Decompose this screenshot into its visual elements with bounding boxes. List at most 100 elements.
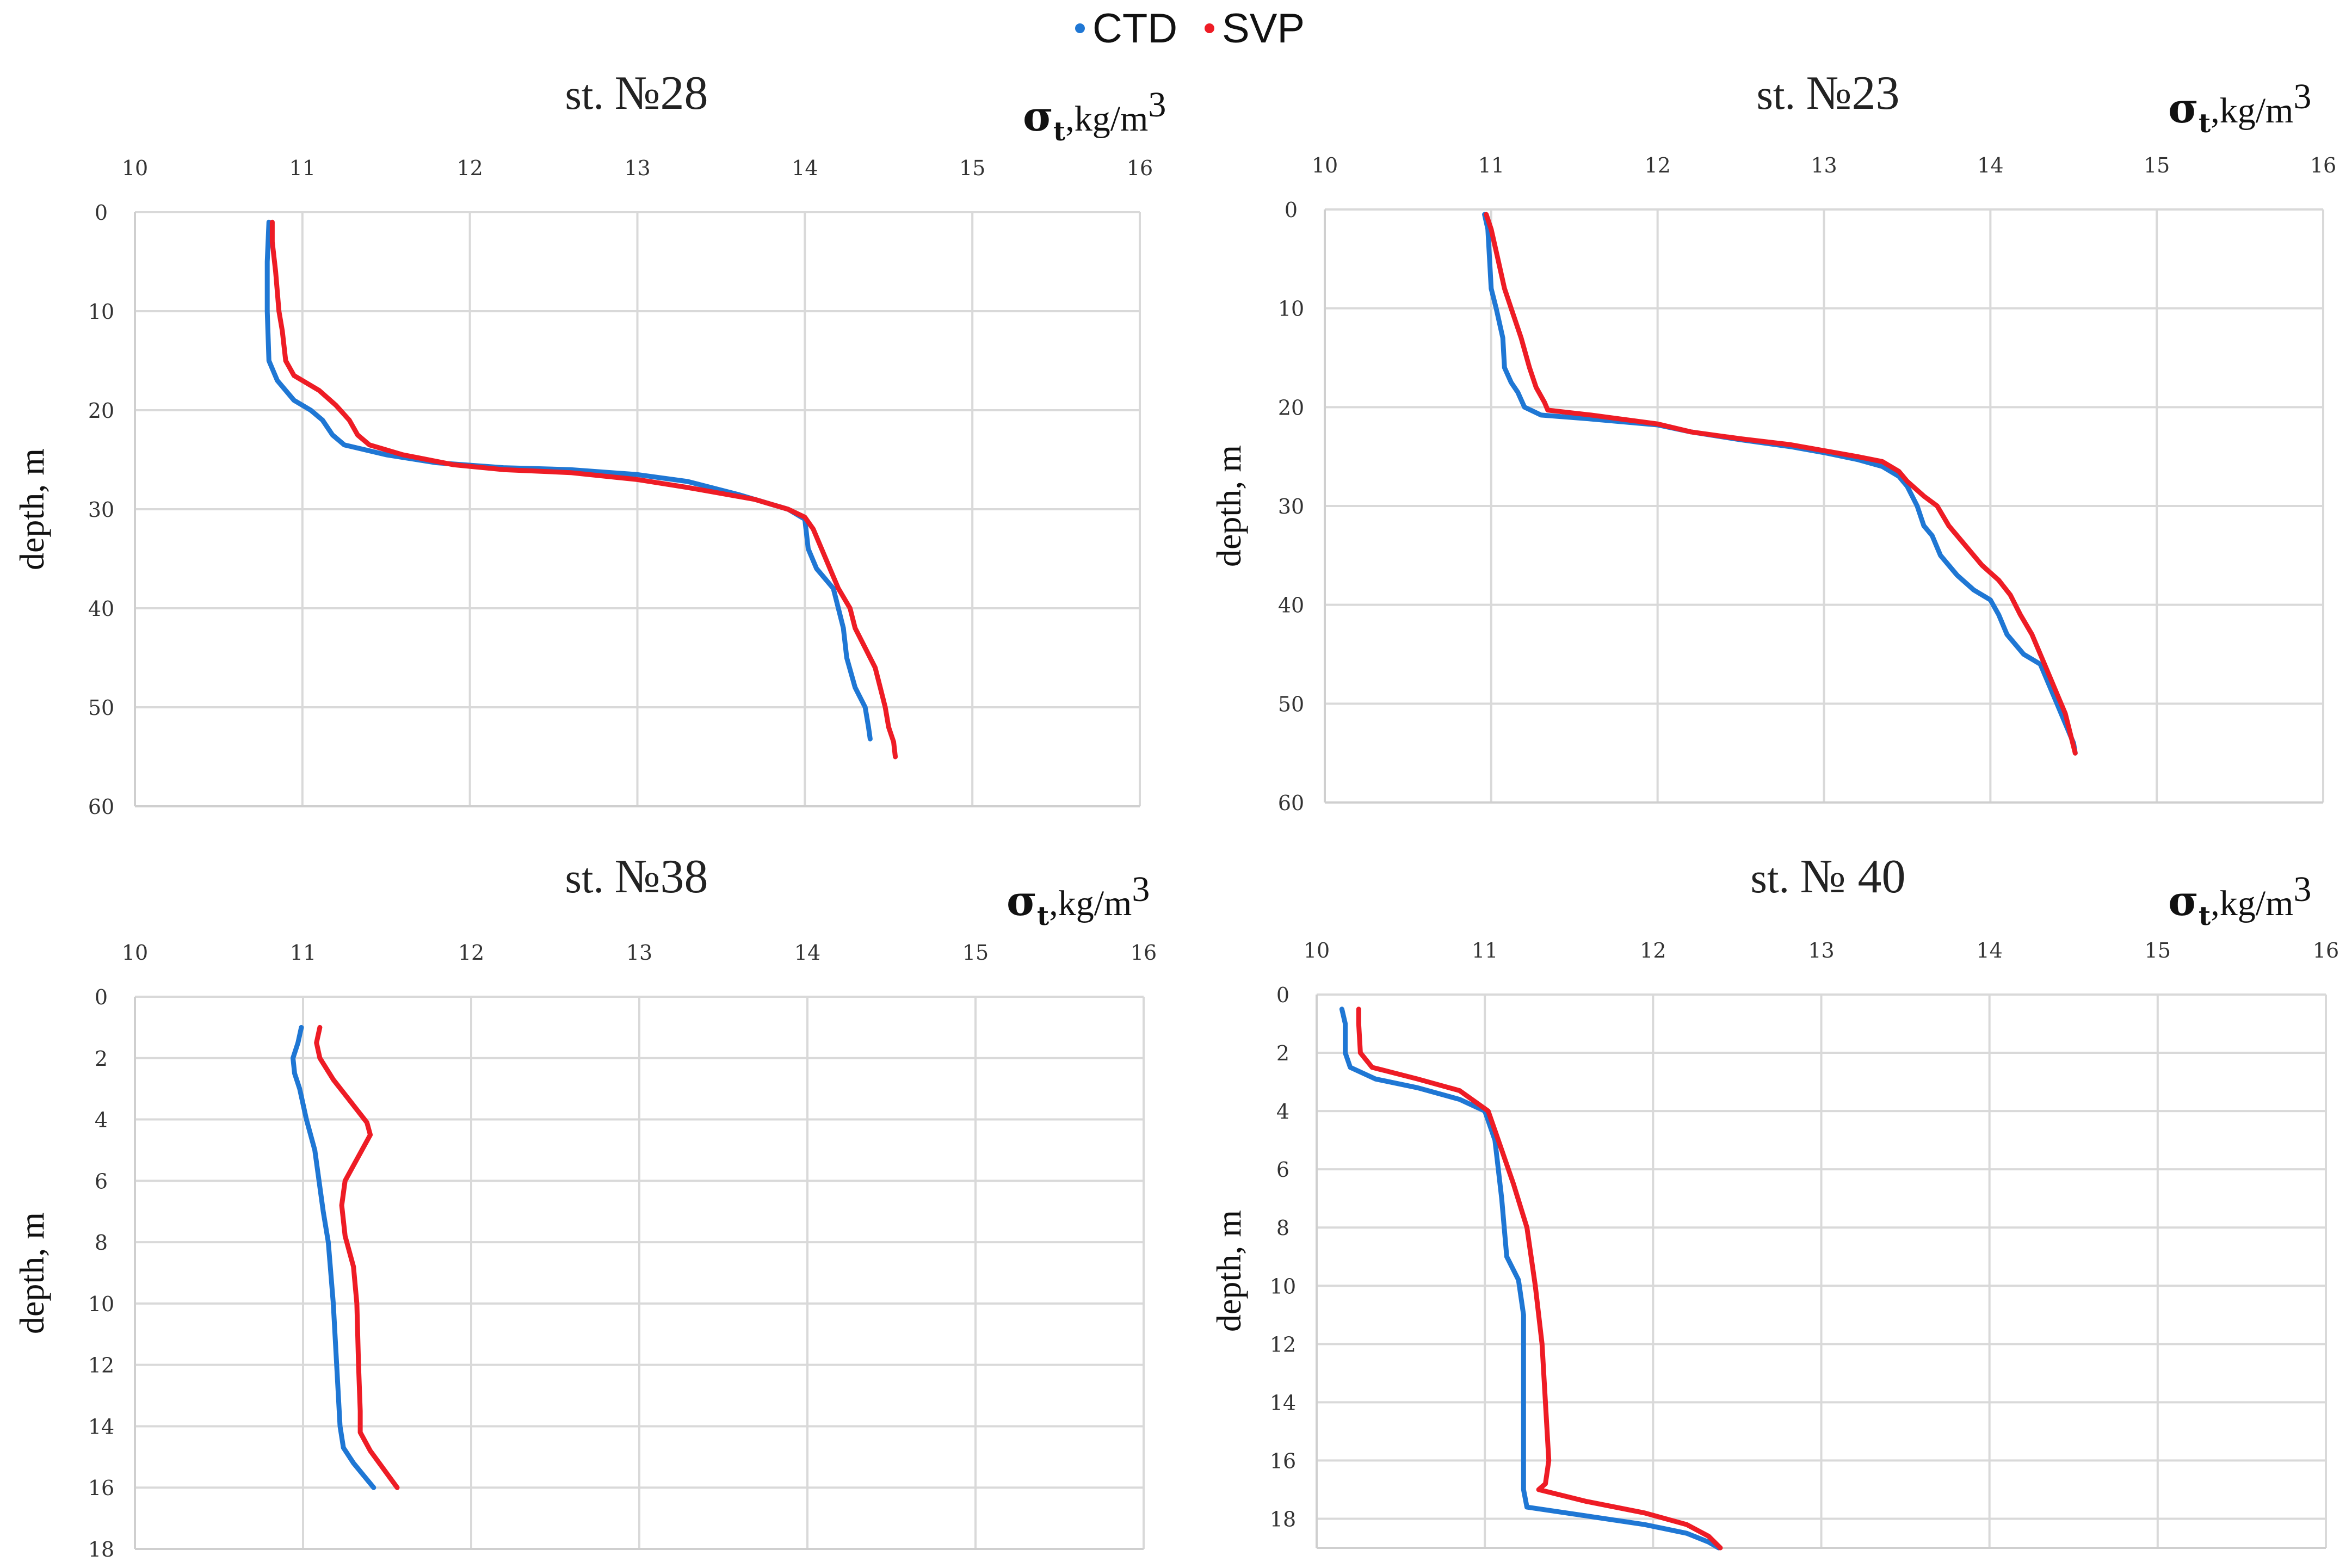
y-tick-label: 0 (95, 201, 108, 225)
legend-label-svp: SVP (1222, 5, 1305, 52)
x-tick-label: 16 (1127, 156, 1153, 180)
x-tick-label: 15 (2144, 153, 2170, 177)
x-tick-label: 11 (290, 941, 316, 965)
x-axis-label: σt,kg/m3 (1007, 869, 1150, 931)
y-tick-label: 12 (1270, 1332, 1296, 1356)
legend-marker-ctd (1075, 23, 1085, 33)
panel-title: st. №23 (1757, 67, 1900, 120)
y-tick-label: 14 (88, 1415, 114, 1439)
panel-title: st. №28 (565, 67, 708, 120)
x-tick-label: 13 (626, 941, 652, 965)
y-tick-label: 8 (1276, 1216, 1289, 1240)
y-tick-label: 18 (88, 1538, 114, 1561)
series-line-ctd (1482, 212, 2078, 756)
y-tick-label: 10 (1270, 1274, 1296, 1298)
y-tick-label: 12 (88, 1354, 114, 1378)
x-tick-label: 13 (1811, 153, 1837, 177)
y-tick-label: 10 (1278, 297, 1304, 321)
x-tick-label: 15 (962, 941, 989, 965)
x-tick-label: 11 (1472, 939, 1498, 962)
x-tick-label: 10 (122, 156, 148, 180)
y-axis-label: depth, m (13, 448, 51, 570)
y-tick-label: 10 (88, 300, 114, 324)
x-tick-label: 13 (624, 156, 650, 180)
y-tick-label: 60 (1278, 791, 1304, 815)
series-line-ctd (1339, 1007, 1721, 1551)
x-tick-label: 16 (1131, 941, 1157, 965)
panel-title-prefix: st. (565, 854, 615, 902)
y-tick-label: 40 (1278, 594, 1304, 618)
y-axis-label: depth, m (1209, 1210, 1248, 1332)
panel-st-23: st. №23 σt,kg/m3 depth, m 10 11 12 13 14 15 16 0 10… (1209, 67, 2336, 815)
legend-marker-svp (1205, 23, 1214, 33)
x-tick-label: 15 (959, 156, 985, 180)
x-tick-label: 14 (1977, 153, 2003, 177)
y-tick-label: 0 (1276, 983, 1289, 1007)
panel-st-40: st. № 40 σt,kg/m3 depth, m 10 11 12 13 14 15 16 0 2… (1209, 850, 2339, 1551)
panel-title-number: №28 (615, 67, 708, 120)
y-tick-label: 16 (88, 1476, 114, 1500)
legend-label-ctd: CTD (1092, 5, 1177, 52)
x-tick-label: 11 (289, 156, 316, 180)
panel-title-number: №38 (615, 850, 708, 903)
legend: CTD SVP (1075, 5, 1305, 52)
panel-title-prefix: st. (1751, 854, 1800, 902)
panel-title: st. №38 (565, 850, 708, 903)
y-tick-label: 8 (95, 1231, 108, 1255)
x-tick-label: 11 (1478, 153, 1504, 177)
x-tick-label: 10 (122, 941, 148, 965)
y-tick-label: 30 (88, 498, 114, 522)
y-tick-label: 4 (1276, 1100, 1289, 1123)
series-line-svp (1356, 1007, 1723, 1551)
x-tick-label: 12 (1640, 939, 1666, 962)
x-tick-label: 13 (1808, 939, 1834, 962)
x-tick-label: 16 (2313, 939, 2339, 962)
x-tick-label: 10 (1312, 153, 1338, 177)
y-tick-label: 10 (88, 1292, 114, 1316)
y-tick-label: 60 (88, 795, 114, 819)
x-axis-label: σt,kg/m3 (1023, 85, 1166, 147)
y-axis-label: depth, m (13, 1212, 51, 1334)
panel-st-28: st. №28 σt,kg/m3 depth, m 10 11 12 13 14 15 16 0 10… (13, 67, 1166, 819)
panel-title-prefix: st. (1757, 71, 1806, 118)
panel-title-number: №23 (1806, 67, 1900, 120)
panel-title: st. № 40 (1751, 850, 1906, 903)
y-tick-label: 4 (95, 1108, 108, 1132)
x-tick-label: 14 (794, 941, 820, 965)
x-tick-label: 16 (2310, 153, 2336, 177)
y-tick-label: 0 (1285, 198, 1298, 222)
series-line-ctd (264, 219, 873, 742)
y-tick-label: 6 (1276, 1158, 1289, 1182)
y-tick-label: 40 (88, 597, 114, 621)
series-line-ctd (291, 1024, 376, 1490)
x-tick-label: 14 (792, 156, 818, 180)
x-tick-label: 12 (1644, 153, 1670, 177)
panel-st-38: st. №38 σt,kg/m3 depth, m 10 11 12 13 14 15 16 0 2 4… (13, 850, 1157, 1561)
x-axis-label: σt,kg/m3 (2168, 77, 2311, 139)
y-tick-label: 20 (88, 399, 114, 423)
panel-title-number: № 40 (1800, 850, 1906, 903)
x-tick-label: 12 (458, 941, 484, 965)
x-tick-label: 15 (2145, 939, 2171, 962)
y-tick-label: 6 (95, 1169, 108, 1193)
y-tick-label: 20 (1278, 396, 1304, 419)
panel-title-prefix: st. (565, 71, 615, 118)
y-tick-label: 2 (1276, 1041, 1289, 1065)
y-tick-label: 0 (95, 985, 108, 1009)
x-tick-label: 14 (1976, 939, 2002, 962)
y-tick-label: 18 (1270, 1507, 1296, 1531)
y-tick-label: 50 (88, 696, 114, 720)
series-line-svp (1484, 212, 2078, 756)
y-tick-label: 30 (1278, 495, 1304, 518)
y-tick-label: 50 (1278, 692, 1304, 716)
series-line-svp (269, 219, 898, 760)
y-tick-label: 2 (95, 1047, 108, 1071)
y-axis-label: depth, m (1209, 445, 1248, 567)
y-tick-label: 16 (1270, 1449, 1296, 1473)
x-tick-label: 10 (1304, 939, 1330, 962)
x-axis-label: σt,kg/m3 (2168, 869, 2311, 931)
x-tick-label: 12 (456, 156, 483, 180)
y-tick-label: 14 (1270, 1391, 1296, 1415)
series-line-svp (314, 1024, 400, 1490)
